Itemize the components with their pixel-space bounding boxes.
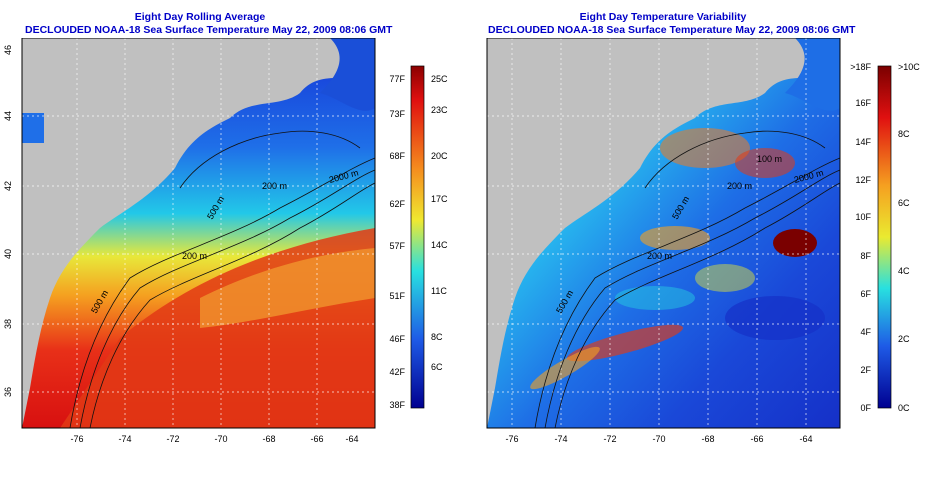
contour-label-3: 200 m [647,251,672,261]
svg-text:0F: 0F [860,403,871,413]
right-colorbar-c-labels: >10C 8C 6C 4C 2C 0C [898,62,920,413]
svg-text:46: 46 [3,45,13,55]
svg-text:51F: 51F [389,291,405,301]
svg-text:42F: 42F [389,367,405,377]
right-map-svg: 100 m 2000 m 200 m 200 m 500 m 500 m -76… [463,37,920,444]
svg-text:-72: -72 [166,434,179,444]
graticule [487,38,840,428]
svg-text:>18F: >18F [850,62,871,72]
svg-text:8C: 8C [898,129,910,139]
svg-text:14C: 14C [431,240,448,250]
svg-text:-70: -70 [214,434,227,444]
svg-text:-68: -68 [262,434,275,444]
svg-text:-64: -64 [799,434,812,444]
svg-text:46F: 46F [389,334,405,344]
left-map-frame [21,37,376,429]
svg-text:40: 40 [3,249,13,259]
warm-core-eddy [200,248,375,328]
svg-text:2F: 2F [860,365,871,375]
svg-text:4C: 4C [898,266,910,276]
svg-text:73F: 73F [389,109,405,119]
svg-text:-68: -68 [701,434,714,444]
svg-text:77F: 77F [389,74,405,84]
bathymetry-contours [69,130,376,429]
bathymetry-contours [534,130,841,429]
contour-label-1: 200 m [182,251,207,261]
left-title-line1: Eight Day Rolling Average [134,11,266,23]
right-x-ticks: -76 -74 -72 -70 -68 -66 -64 [505,434,812,444]
svg-text:57F: 57F [389,241,405,251]
right-title-line1: Eight Day Temperature Variability [579,11,747,23]
svg-text:6C: 6C [898,198,910,208]
svg-text:68F: 68F [389,151,405,161]
right-title-line2: DECLOUDED NOAA-18 Sea Surface Temperatur… [488,24,856,36]
svg-text:44: 44 [3,111,13,121]
svg-text:42: 42 [3,181,13,191]
right-map-frame [486,37,841,429]
svg-text:4F: 4F [860,327,871,337]
left-x-ticks: -76 -74 -72 -70 -68 -66 -64 [70,434,358,444]
right-colorbar [877,65,892,409]
svg-text:36: 36 [3,387,13,397]
svg-text:-70: -70 [652,434,665,444]
svg-text:-72: -72 [603,434,616,444]
svg-text:62F: 62F [389,199,405,209]
contour-label-1: 100 m [757,154,782,164]
left-map-svg: 200 m 200 m 500 m 2000 m 500 m -76 -74 -… [3,37,448,444]
svg-text:12F: 12F [855,175,871,185]
svg-text:20C: 20C [431,151,448,161]
svg-text:-76: -76 [505,434,518,444]
left-y-ticks: 46 44 42 40 38 36 [3,45,13,397]
left-title-line2: DECLOUDED NOAA-18 Sea Surface Temperatur… [25,24,393,36]
right-map-panel: 100 m 2000 m 200 m 200 m 500 m 500 m -76… [463,37,950,475]
svg-text:10F: 10F [855,212,871,222]
svg-text:23C: 23C [431,105,448,115]
land-mass [22,38,375,428]
svg-text:-74: -74 [554,434,567,444]
variability-patches [530,128,825,390]
right-colorbar-f-labels: >18F 16F 14F 12F 10F 8F 6F 4F 2F 0F [850,62,871,413]
left-colorbar-f-labels: 77F 73F 68F 62F 57F 51F 46F 42F 38F [389,74,405,410]
left-map-panel: 200 m 200 m 500 m 2000 m 500 m -76 -74 -… [0,37,475,475]
land-mass [487,38,840,428]
svg-text:38F: 38F [389,400,405,410]
svg-text:17C: 17C [431,194,448,204]
svg-text:25C: 25C [431,74,448,84]
svg-text:6F: 6F [860,289,871,299]
svg-text:>10C: >10C [898,62,920,72]
svg-text:-74: -74 [118,434,131,444]
svg-text:-64: -64 [345,434,358,444]
svg-text:8F: 8F [860,251,871,261]
svg-text:-66: -66 [750,434,763,444]
left-colorbar-c-labels: 25C 23C 20C 17C 14C 11C 8C 6C [431,74,448,372]
bay-inlet [22,113,44,143]
contour-label-2: 200 m [262,181,287,191]
svg-text:-66: -66 [310,434,323,444]
svg-text:14F: 14F [855,137,871,147]
gulf-of-st-lawrence [320,38,375,111]
left-colorbar [410,65,425,409]
svg-text:8C: 8C [431,332,443,342]
svg-text:38: 38 [3,319,13,329]
gulf-of-st-lawrence [785,38,840,111]
svg-text:11C: 11C [431,286,447,296]
svg-text:-76: -76 [70,434,83,444]
svg-text:6C: 6C [431,362,443,372]
svg-text:0C: 0C [898,403,910,413]
graticule [22,38,375,428]
svg-text:16F: 16F [855,98,871,108]
contour-label-4: 200 m [727,181,752,191]
svg-text:2C: 2C [898,334,910,344]
